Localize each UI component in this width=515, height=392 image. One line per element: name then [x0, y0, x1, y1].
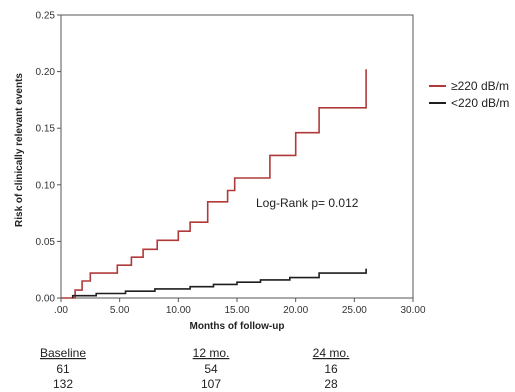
x-tick-label: 10.00	[166, 305, 191, 316]
y-tick-label: 0.10	[36, 180, 56, 191]
risk-table-header-12mo: 12 mo.	[193, 346, 230, 360]
x-tick-label: 30.00	[400, 305, 425, 316]
y-tick-label: 0.05	[36, 237, 56, 248]
plot-frame	[60, 14, 414, 299]
x-tick-label: 25.00	[342, 305, 367, 316]
series-lines	[61, 69, 367, 299]
x-tick-label: 20.00	[283, 305, 308, 316]
risk-table-header-24mo: 24 mo.	[313, 346, 350, 360]
risk-table-cell: 54	[204, 362, 218, 376]
legend-label-high: ≥220 dB/m	[451, 79, 509, 93]
risk-table: Baseline 12 mo. 24 mo. 61 54 16 132 107 …	[40, 346, 349, 391]
risk-table-cell: 107	[201, 377, 221, 391]
axes: 0.00 0.05 0.10 0.15 0.20 0.25 .00 5.00 10.00 15.0…	[36, 11, 426, 317]
risk-table-cell: 61	[56, 362, 70, 376]
y-tick-label: 0.00	[36, 294, 56, 305]
legend: ≥220 dB/m <220 dB/m	[429, 79, 509, 110]
y-tick-label: 0.25	[36, 11, 56, 22]
legend-label-low: <220 dB/m	[451, 96, 509, 110]
risk-table-cell: 28	[324, 377, 338, 391]
series-line-high	[61, 69, 367, 299]
risk-table-cell: 16	[324, 362, 338, 376]
risk-table-cell: 132	[53, 377, 73, 391]
x-axis-title: Months of follow-up	[190, 321, 285, 332]
x-tick-label: .00	[54, 305, 68, 316]
risk-table-header-baseline: Baseline	[40, 346, 86, 360]
log-rank-annotation: Log-Rank p= 0.012	[256, 196, 359, 210]
x-tick-label: 5.00	[110, 305, 130, 316]
y-axis-title: Risk of clinically relevant events	[14, 73, 25, 227]
series-line-low	[71, 268, 367, 298]
x-tick-label: 15.00	[224, 305, 249, 316]
y-tick-label: 0.20	[36, 67, 56, 78]
y-tick-label: 0.15	[36, 124, 56, 135]
